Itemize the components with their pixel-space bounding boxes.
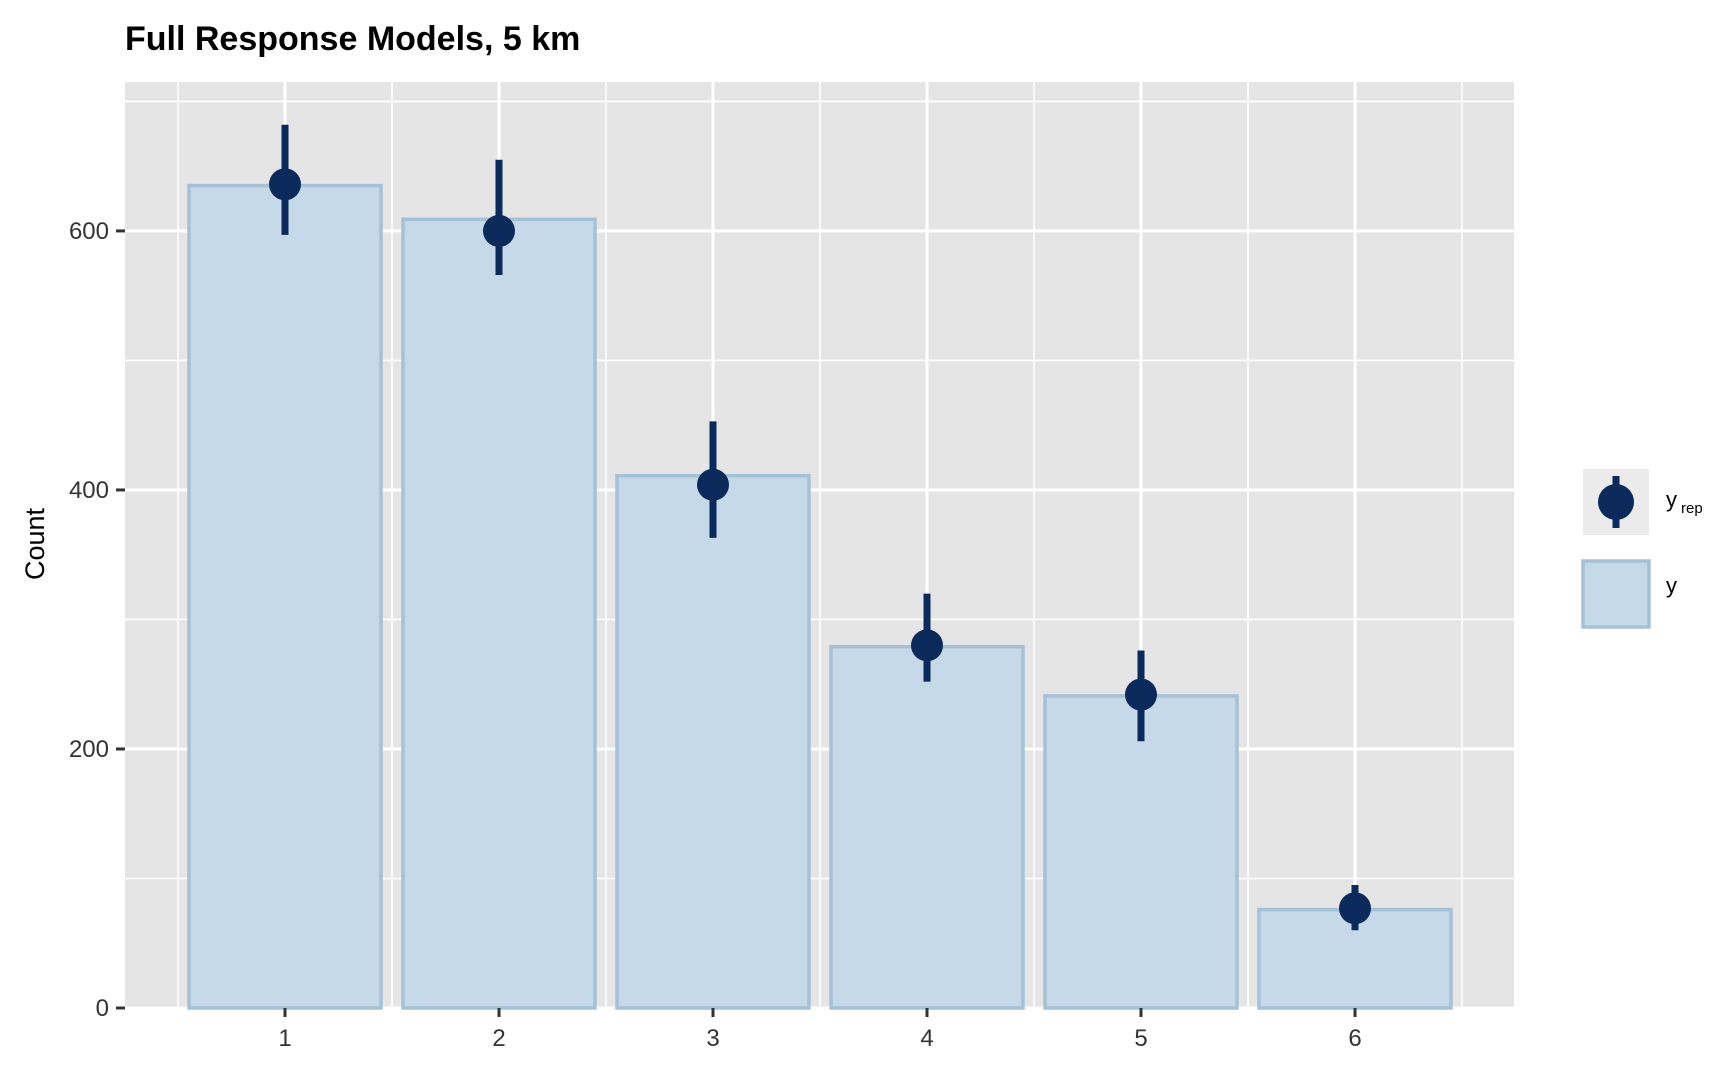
legend-label-y: y <box>1666 573 1677 598</box>
bar-y <box>187 183 383 1010</box>
chart-title: Full Response Models, 5 km <box>125 20 580 58</box>
yrep-point <box>269 168 301 201</box>
x-tick-label: 6 <box>1348 1025 1361 1052</box>
yrep-point <box>1339 892 1371 925</box>
x-tick-label: 4 <box>920 1025 933 1052</box>
bar-y <box>1043 694 1239 1010</box>
legend: y rep y <box>1581 469 1703 629</box>
yrep-point <box>911 629 943 662</box>
y-tick-label: 0 <box>96 995 109 1022</box>
x-tick-label: 2 <box>492 1025 505 1052</box>
yrep-point <box>483 214 515 247</box>
bar-y <box>615 473 811 1010</box>
y-tick-label: 600 <box>69 218 109 245</box>
x-tick-label: 5 <box>1134 1025 1147 1052</box>
legend-label-yrep: y rep <box>1666 487 1703 517</box>
x-tick-label: 1 <box>278 1025 291 1052</box>
y-axis-title: Count <box>20 507 50 580</box>
bar-y <box>829 644 1025 1010</box>
bars-group <box>187 183 1453 1010</box>
yrep-point <box>1125 678 1157 711</box>
y-tick-label: 400 <box>69 477 109 504</box>
x-tick-label: 3 <box>706 1025 719 1052</box>
legend-key-y <box>1581 559 1651 629</box>
legend-yrep-point <box>1598 484 1634 520</box>
bar-y <box>401 217 597 1010</box>
yrep-points-group <box>269 124 1371 931</box>
yrep-point <box>697 468 729 501</box>
axes-group: 0 200 400 600 1 2 3 4 5 6 <box>69 218 1362 1052</box>
y-tick-label: 200 <box>69 736 109 763</box>
